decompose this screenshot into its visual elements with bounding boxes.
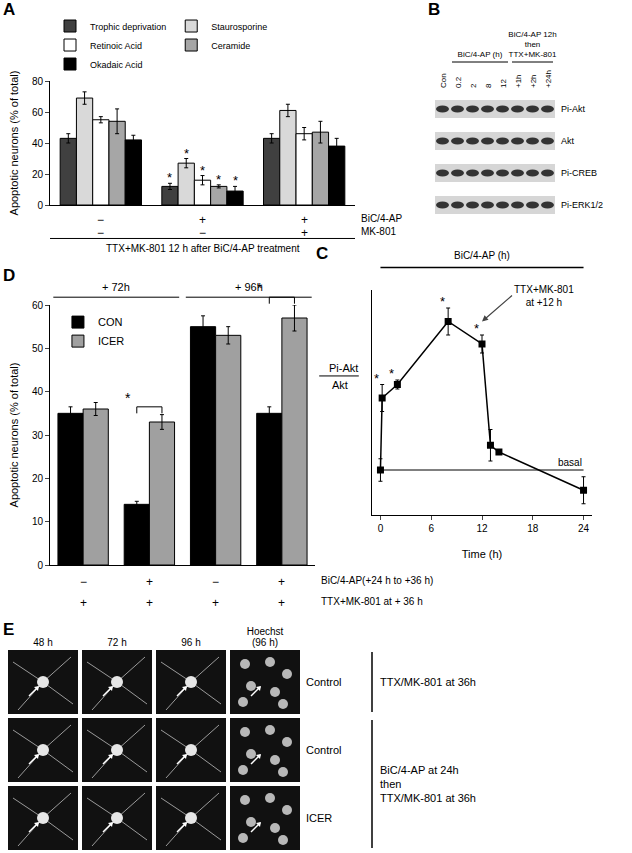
html-text:B: B bbox=[428, 0, 441, 19]
svg-text:CON: CON bbox=[98, 316, 123, 328]
svg-text:Akt: Akt bbox=[561, 136, 575, 146]
svg-text:Akt: Akt bbox=[332, 379, 348, 391]
svg-text:ICER: ICER bbox=[306, 812, 332, 824]
svg-text:TTX+MK-801: TTX+MK-801 bbox=[509, 50, 557, 59]
svg-text:BiC/4-AP at 24h: BiC/4-AP at 24h bbox=[380, 764, 459, 776]
svg-text:−: − bbox=[199, 226, 206, 240]
svg-text:8: 8 bbox=[484, 83, 493, 88]
svg-text:40: 40 bbox=[32, 138, 44, 149]
svg-text:96 h: 96 h bbox=[181, 637, 200, 648]
svg-text:Pi-ERK1/2: Pi-ERK1/2 bbox=[561, 200, 603, 210]
svg-text:−: − bbox=[97, 213, 104, 227]
html-text:D: D bbox=[3, 266, 16, 285]
svg-text:*: * bbox=[257, 280, 263, 296]
svg-text:+1h: +1h bbox=[514, 74, 523, 88]
html-text:E: E bbox=[3, 620, 15, 639]
svg-text:Pi-Akt: Pi-Akt bbox=[561, 104, 586, 114]
svg-text:then: then bbox=[525, 40, 541, 49]
svg-text:*: * bbox=[374, 371, 379, 386]
svg-text:Hoechst: Hoechst bbox=[247, 626, 284, 637]
svg-text:BiC/4-AP(+24 h to +36 h): BiC/4-AP(+24 h to +36 h) bbox=[321, 575, 433, 586]
svg-text:TTX+MK-801 at + 36 h: TTX+MK-801 at + 36 h bbox=[321, 596, 423, 607]
svg-text:30: 30 bbox=[32, 430, 44, 441]
svg-text:+: + bbox=[80, 596, 87, 610]
svg-text:*: * bbox=[184, 146, 189, 161]
svg-text:0: 0 bbox=[37, 560, 43, 571]
svg-text:−: − bbox=[212, 575, 219, 589]
svg-text:48 h: 48 h bbox=[33, 637, 52, 648]
svg-text:TTX+MK-801 12 h after BiC/4-AP: TTX+MK-801 12 h after BiC/4-AP treatment bbox=[106, 243, 300, 254]
svg-text:+24h: +24h bbox=[544, 70, 553, 88]
svg-text:TTX/MK-801 at 36h: TTX/MK-801 at 36h bbox=[380, 676, 476, 688]
svg-text:then: then bbox=[380, 778, 401, 790]
svg-text:Okadaic Acid: Okadaic Acid bbox=[90, 60, 143, 70]
svg-text:Time (h): Time (h) bbox=[462, 548, 503, 560]
svg-text:*: * bbox=[167, 170, 172, 185]
svg-text:BiC/4-AP (h): BiC/4-AP (h) bbox=[454, 250, 510, 261]
svg-text:Con: Con bbox=[439, 73, 448, 88]
html-text:A: A bbox=[3, 0, 16, 19]
svg-text:2: 2 bbox=[469, 83, 478, 88]
svg-text:Apoptotic neurons (% of total): Apoptotic neurons (% of total) bbox=[8, 71, 20, 216]
svg-text:−: − bbox=[97, 226, 104, 240]
svg-text:*: * bbox=[474, 321, 479, 336]
svg-text:BiC/4-AP: BiC/4-AP bbox=[361, 213, 402, 224]
svg-text:+ 72h: + 72h bbox=[102, 281, 130, 293]
svg-text:+2h: +2h bbox=[529, 74, 538, 88]
svg-text:BiC/4-AP 12h: BiC/4-AP 12h bbox=[508, 30, 556, 39]
svg-text:18: 18 bbox=[527, 523, 539, 534]
svg-text:0: 0 bbox=[37, 200, 43, 211]
svg-text:10: 10 bbox=[32, 516, 44, 527]
svg-text:+: + bbox=[212, 596, 219, 610]
svg-text:72 h: 72 h bbox=[107, 637, 126, 648]
html-text:C: C bbox=[316, 244, 329, 263]
svg-text:0.2: 0.2 bbox=[454, 76, 463, 88]
svg-text:12: 12 bbox=[476, 523, 488, 534]
svg-text:Pi-Akt: Pi-Akt bbox=[329, 362, 358, 374]
svg-text:*: * bbox=[389, 366, 394, 381]
svg-text:Control: Control bbox=[306, 676, 341, 688]
svg-text:60: 60 bbox=[32, 107, 44, 118]
svg-text:12: 12 bbox=[499, 79, 508, 88]
svg-text:+: + bbox=[278, 575, 285, 589]
svg-text:Trophic deprivation: Trophic deprivation bbox=[90, 22, 166, 32]
svg-text:*: * bbox=[440, 294, 445, 309]
svg-text:50: 50 bbox=[32, 343, 44, 354]
svg-text:Ceramide: Ceramide bbox=[211, 41, 250, 51]
svg-text:Pi-CREB: Pi-CREB bbox=[561, 168, 597, 178]
svg-text:Control: Control bbox=[306, 744, 341, 756]
svg-text:20: 20 bbox=[32, 169, 44, 180]
svg-text:TTX/MK-801 at 36h: TTX/MK-801 at 36h bbox=[380, 792, 476, 804]
svg-text:+: + bbox=[146, 575, 153, 589]
svg-text:+: + bbox=[146, 596, 153, 610]
svg-text:+: + bbox=[301, 226, 308, 240]
svg-text:Apoptotic neurons (% of total): Apoptotic neurons (% of total) bbox=[8, 363, 20, 508]
svg-text:basal: basal bbox=[558, 457, 582, 468]
svg-text:40: 40 bbox=[32, 386, 44, 397]
svg-text:*: * bbox=[200, 163, 205, 178]
svg-text:Staurosporine: Staurosporine bbox=[211, 22, 267, 32]
svg-text:MK-801: MK-801 bbox=[361, 226, 396, 237]
svg-text:−: − bbox=[80, 575, 87, 589]
svg-text:*: * bbox=[216, 172, 221, 187]
svg-text:(96 h): (96 h) bbox=[252, 637, 278, 648]
svg-text:6: 6 bbox=[428, 523, 434, 534]
svg-text:+: + bbox=[199, 213, 206, 227]
svg-text:+ 96h: + 96h bbox=[235, 281, 263, 293]
svg-text:+: + bbox=[301, 213, 308, 227]
svg-text:24: 24 bbox=[578, 523, 590, 534]
svg-text:80: 80 bbox=[32, 76, 44, 87]
svg-text:ICER: ICER bbox=[98, 335, 124, 347]
svg-text:Retinoic Acid: Retinoic Acid bbox=[90, 41, 142, 51]
svg-text:60: 60 bbox=[32, 300, 44, 311]
svg-text:0: 0 bbox=[378, 523, 384, 534]
svg-text:+: + bbox=[278, 596, 285, 610]
svg-text:*: * bbox=[125, 390, 131, 406]
svg-text:TTX+MK-801at +12 h: TTX+MK-801at +12 h bbox=[514, 284, 574, 308]
svg-text:*: * bbox=[233, 173, 238, 188]
svg-text:20: 20 bbox=[32, 473, 44, 484]
svg-text:BiC/4-AP (h): BiC/4-AP (h) bbox=[458, 50, 503, 59]
